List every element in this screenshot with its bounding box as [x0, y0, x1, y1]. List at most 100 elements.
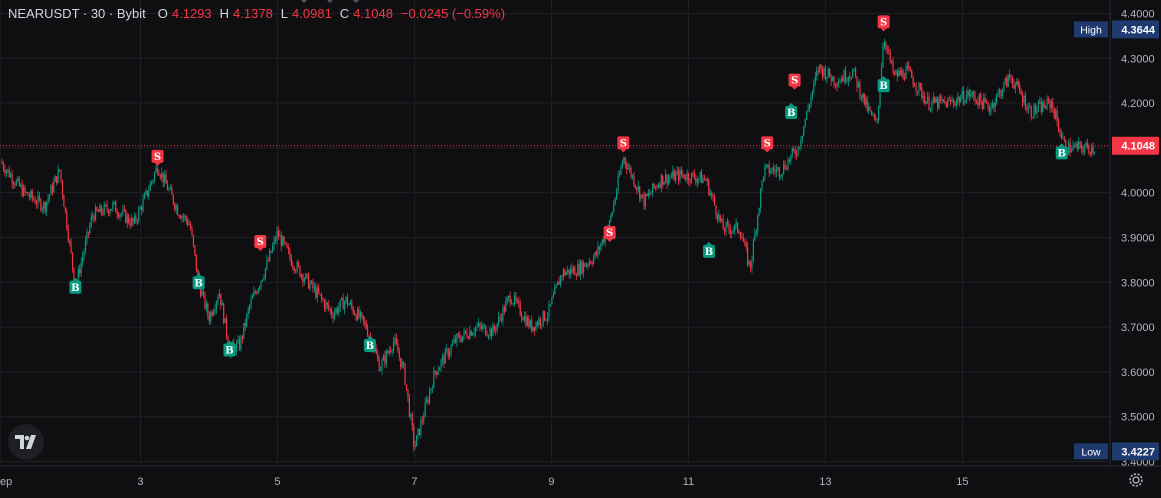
- candle-body: [1020, 91, 1022, 95]
- candle-body: [783, 163, 785, 174]
- low-key: L: [280, 6, 289, 21]
- buy-signal-letter: B: [366, 341, 374, 352]
- candle-body: [354, 313, 356, 315]
- candle-body: [1043, 102, 1045, 108]
- candle-body: [129, 222, 131, 226]
- candle-body: [973, 91, 975, 96]
- candle-body: [280, 234, 282, 246]
- candle-body: [762, 176, 765, 181]
- candle-body: [364, 320, 366, 323]
- candle-body: [322, 298, 324, 301]
- candle-body: [853, 68, 855, 71]
- candle-body: [1059, 131, 1061, 134]
- candle-body: [260, 280, 262, 287]
- candle-body: [67, 228, 69, 241]
- candle-body: [456, 334, 458, 343]
- candle-body: [561, 275, 563, 277]
- candle-body: [379, 369, 382, 371]
- candle-body: [826, 76, 828, 80]
- candle-body: [846, 80, 848, 82]
- candle-body: [640, 194, 642, 199]
- candle-body: [415, 435, 418, 447]
- candle-body: [164, 174, 166, 183]
- candle-body: [413, 426, 415, 446]
- candle-body: [522, 318, 524, 321]
- candle-body: [437, 370, 439, 375]
- candle-body: [1085, 142, 1087, 148]
- candle-body: [356, 309, 359, 320]
- candle-body: [990, 107, 992, 113]
- candle-body: [1078, 141, 1080, 149]
- low-marker-title-bg: [1074, 443, 1108, 460]
- candle-body: [184, 216, 186, 218]
- y-tick-label: 4.0000: [1121, 188, 1155, 200]
- candle-body: [276, 231, 278, 241]
- candle-body: [339, 299, 341, 308]
- candle-body: [885, 42, 887, 50]
- candle-body: [338, 307, 340, 313]
- price-axis[interactable]: [1110, 0, 1161, 466]
- candle-body: [914, 85, 916, 87]
- candle-body: [130, 218, 133, 226]
- candle-body: [549, 303, 552, 305]
- candle-body: [726, 222, 729, 224]
- gear-icon[interactable]: [1126, 470, 1146, 490]
- candle-body: [745, 242, 747, 248]
- candle-body: [102, 212, 104, 215]
- candle-body: [755, 230, 757, 233]
- candle-body: [593, 257, 595, 264]
- candle-body: [195, 254, 197, 271]
- buy-signal-badge: [877, 79, 890, 93]
- candle-body: [842, 78, 844, 82]
- x-axis[interactable]: ep 3 5 7 9 11 13 15: [0, 476, 969, 488]
- candle-body: [436, 371, 438, 375]
- candle-body: [765, 164, 767, 167]
- candle-body: [950, 99, 952, 102]
- candle-body: [947, 99, 949, 108]
- candle-body: [267, 260, 269, 262]
- candle-body: [505, 301, 507, 312]
- candle-body: [797, 146, 799, 156]
- candle-body: [967, 90, 969, 96]
- candle-body: [957, 96, 959, 101]
- candle-body: [600, 244, 602, 250]
- candle-body: [1075, 143, 1077, 146]
- candle-body: [282, 236, 284, 246]
- candle-body: [1036, 109, 1038, 113]
- candle-body: [582, 263, 585, 273]
- candle-body: [521, 314, 523, 319]
- candle-body: [210, 312, 212, 322]
- candle-body: [217, 298, 219, 302]
- high-value: 4.1378: [233, 6, 273, 21]
- candle-body: [113, 201, 115, 203]
- symbol-title[interactable]: NEARUSDT · 30 · Bybit: [8, 6, 146, 21]
- candle-body: [149, 183, 151, 191]
- more-dots-icon[interactable]: [300, 0, 360, 4]
- candle-body: [189, 223, 192, 230]
- candle-body: [749, 261, 752, 269]
- high-key: H: [219, 6, 230, 21]
- candle-body: [420, 420, 422, 435]
- candle-body: [834, 84, 837, 86]
- candle-body: [358, 309, 360, 318]
- candle-body: [728, 223, 730, 230]
- candle-body: [312, 280, 314, 289]
- candle-body: [703, 178, 706, 180]
- candle-body: [837, 82, 839, 87]
- candles: [1, 38, 1096, 452]
- candle-body: [70, 241, 72, 253]
- candle-body: [161, 172, 163, 178]
- candle-body: [901, 70, 903, 75]
- candle-body: [608, 220, 611, 229]
- candle-body: [499, 316, 501, 318]
- tradingview-logo-icon[interactable]: [8, 424, 44, 460]
- change-value: −0.0245 (−0.59%): [400, 6, 506, 21]
- candle-body: [277, 231, 279, 237]
- candle-body: [410, 414, 412, 417]
- candle-body: [126, 215, 128, 223]
- candle-body: [250, 298, 252, 306]
- candle-body: [152, 179, 154, 182]
- candle-body: [480, 326, 482, 329]
- candle-body: [709, 192, 711, 195]
